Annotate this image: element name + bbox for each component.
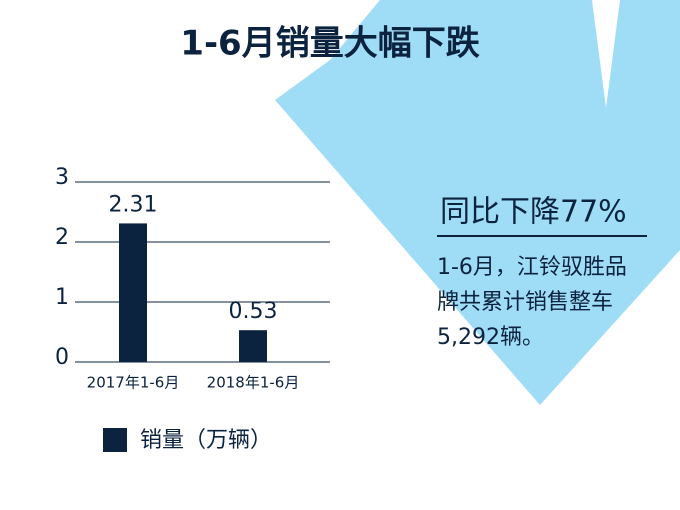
value-label: 0.53 — [229, 299, 278, 324]
bar — [119, 223, 147, 362]
value-label: 2.31 — [109, 192, 158, 217]
body-text: 5,292辆。 — [437, 325, 544, 350]
body-text: 1-6月，江铃驭胜品 — [437, 255, 627, 280]
y-tick-label: 2 — [55, 225, 69, 250]
y-tick-label: 1 — [55, 285, 69, 310]
headline: 同比下降77% — [440, 195, 627, 230]
legend-label: 销量（万辆） — [140, 428, 272, 453]
y-tick-label: 3 — [55, 165, 69, 190]
x-tick-label: 2018年1-6月 — [207, 374, 300, 392]
arrow-decoration — [275, 0, 680, 405]
legend-swatch — [103, 428, 127, 452]
bar — [239, 330, 267, 362]
body-text: 牌共累计销售整车 — [437, 290, 613, 315]
x-tick-label: 2017年1-6月 — [87, 374, 180, 392]
y-tick-label: 0 — [55, 345, 69, 370]
chart-title: 1-6月销量大幅下跌 — [180, 24, 479, 64]
